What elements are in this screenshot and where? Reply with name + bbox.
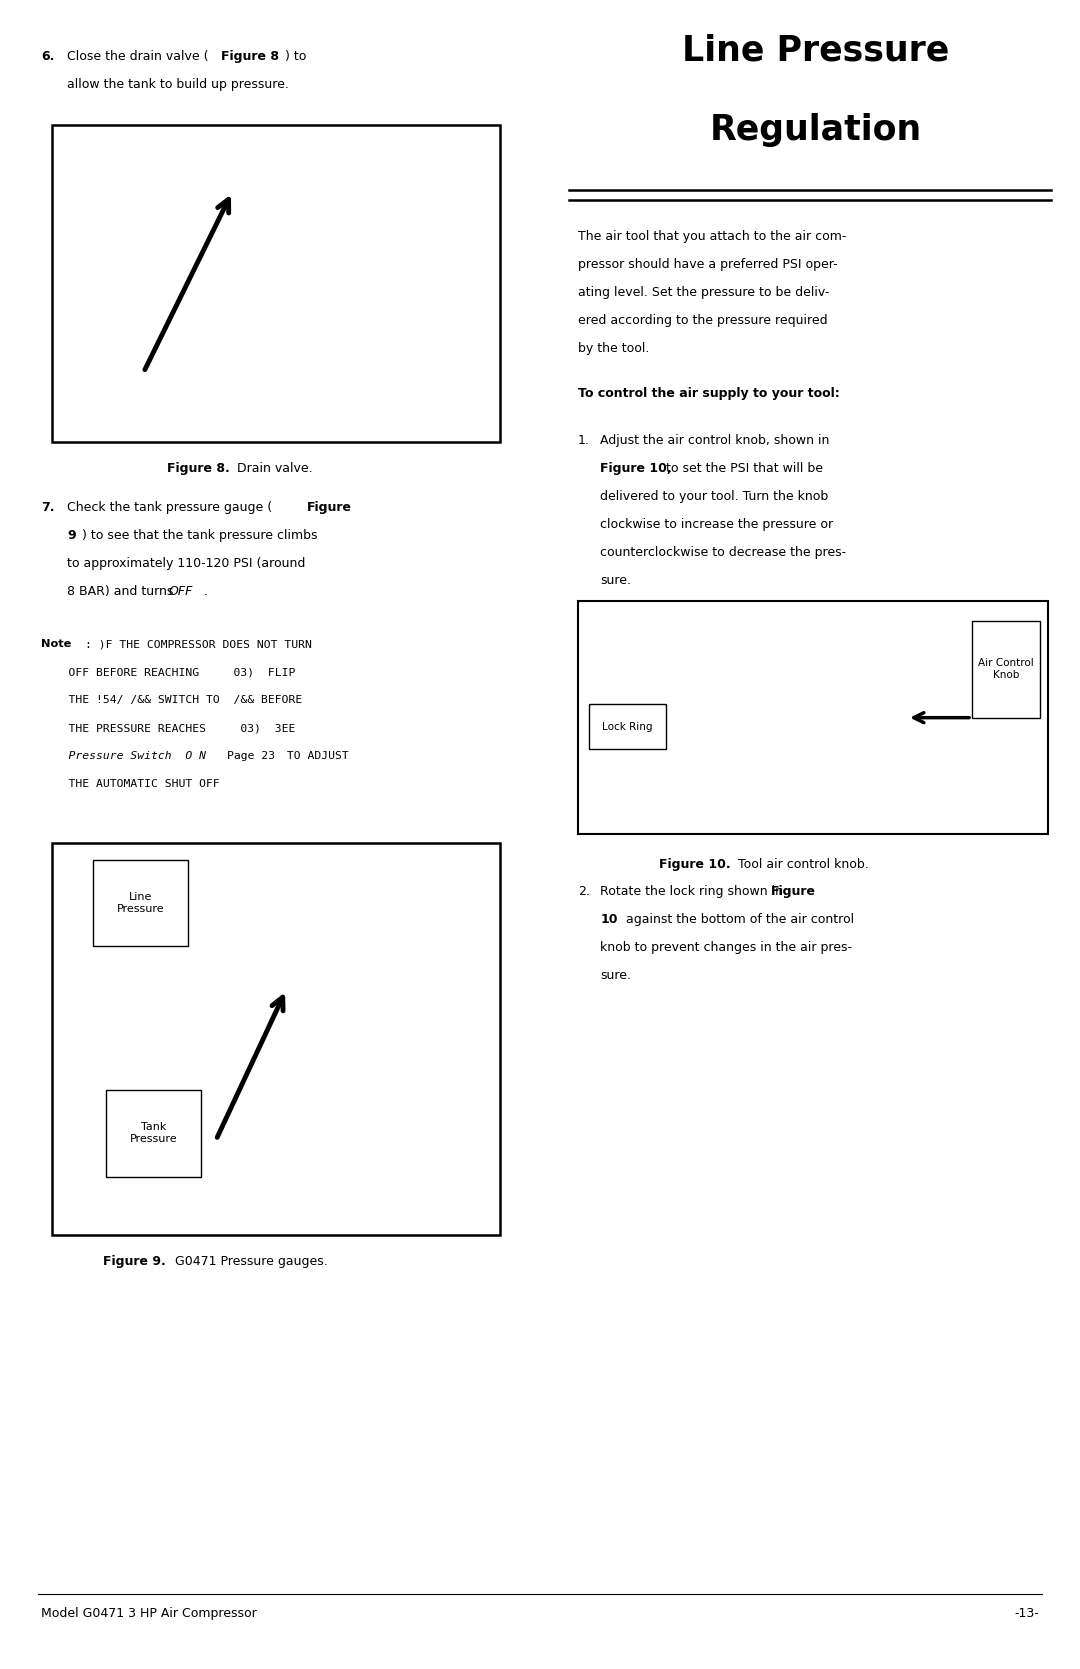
Text: Page 23: Page 23: [227, 751, 275, 761]
Text: by the tool.: by the tool.: [578, 342, 649, 355]
Text: pressor should have a preferred PSI oper-: pressor should have a preferred PSI oper…: [578, 259, 837, 272]
Text: Figure: Figure: [307, 501, 352, 514]
Text: : )F THE COMPRESSOR DOES NOT TURN: : )F THE COMPRESSOR DOES NOT TURN: [85, 639, 312, 649]
Text: 6.: 6.: [41, 50, 54, 63]
Text: ered according to the pressure required: ered according to the pressure required: [578, 314, 827, 327]
Text: OFF BEFORE REACHING     03)  FLIP: OFF BEFORE REACHING 03) FLIP: [41, 668, 296, 678]
Bar: [52, 125, 500, 442]
Text: Drain valve.: Drain valve.: [233, 462, 313, 476]
Text: THE !54/ /&& SWITCH TO  /&& BEFORE: THE !54/ /&& SWITCH TO /&& BEFORE: [41, 696, 302, 706]
Text: Line Pressure: Line Pressure: [681, 33, 949, 67]
Text: G0471 Pressure gauges.: G0471 Pressure gauges.: [171, 1255, 327, 1268]
Text: OFF: OFF: [168, 584, 193, 598]
Text: Adjust the air control knob, shown in: Adjust the air control knob, shown in: [600, 434, 829, 447]
Text: ating level. Set the pressure to be deliv-: ating level. Set the pressure to be deli…: [578, 287, 829, 299]
Text: against the bottom of the air control: against the bottom of the air control: [622, 913, 854, 926]
Text: Regulation: Regulation: [710, 113, 921, 147]
Bar: [52, 843, 500, 1235]
Text: Tool air control knob.: Tool air control knob.: [734, 858, 869, 871]
Text: .: .: [204, 584, 208, 598]
Text: 9: 9: [67, 529, 76, 542]
Text: Note: Note: [41, 639, 71, 649]
Text: 1.: 1.: [578, 434, 590, 447]
Text: 10: 10: [600, 913, 618, 926]
Text: 2.: 2.: [578, 885, 590, 898]
Text: Rotate the lock ring shown in: Rotate the lock ring shown in: [600, 885, 787, 898]
Text: Figure 10.: Figure 10.: [659, 858, 730, 871]
Text: Tank
Pressure: Tank Pressure: [130, 1123, 177, 1143]
Text: Figure 8.: Figure 8.: [167, 462, 230, 476]
Text: Air Control
Knob: Air Control Knob: [978, 659, 1034, 679]
Text: Figure 8: Figure 8: [221, 50, 280, 63]
Text: The air tool that you attach to the air com-: The air tool that you attach to the air …: [578, 230, 846, 244]
Text: 8 BAR) and turns: 8 BAR) and turns: [67, 584, 177, 598]
Text: knob to prevent changes in the air pres-: knob to prevent changes in the air pres-: [600, 941, 852, 953]
Text: Figure 10,: Figure 10,: [600, 462, 672, 476]
Text: to approximately 110-120 PSI (around: to approximately 110-120 PSI (around: [67, 557, 306, 569]
Bar: [106, 1090, 201, 1177]
Text: Close the drain valve (: Close the drain valve (: [67, 50, 208, 63]
Text: Model G0471 3 HP Air Compressor: Model G0471 3 HP Air Compressor: [41, 1607, 257, 1621]
Bar: [578, 601, 1048, 834]
Text: counterclockwise to decrease the pres-: counterclockwise to decrease the pres-: [600, 546, 847, 559]
Text: Check the tank pressure gauge (: Check the tank pressure gauge (: [67, 501, 272, 514]
Text: allow the tank to build up pressure.: allow the tank to build up pressure.: [67, 78, 288, 92]
Text: To control the air supply to your tool:: To control the air supply to your tool:: [578, 387, 839, 401]
Text: -13-: -13-: [1014, 1607, 1039, 1621]
Text: to set the PSI that will be: to set the PSI that will be: [662, 462, 823, 476]
Text: Pressure Switch  O N: Pressure Switch O N: [41, 751, 206, 761]
Text: delivered to your tool. Turn the knob: delivered to your tool. Turn the knob: [600, 491, 828, 502]
Bar: [93, 860, 188, 946]
Text: Figure 9.: Figure 9.: [103, 1255, 165, 1268]
Text: ) to: ) to: [285, 50, 307, 63]
Text: Figure: Figure: [771, 885, 816, 898]
Text: sure.: sure.: [600, 574, 632, 587]
Text: THE PRESSURE REACHES     03)  3EE: THE PRESSURE REACHES 03) 3EE: [41, 723, 296, 733]
Text: Line
Pressure: Line Pressure: [117, 893, 164, 913]
Text: sure.: sure.: [600, 968, 632, 981]
Bar: [589, 704, 666, 749]
Text: clockwise to increase the pressure or: clockwise to increase the pressure or: [600, 517, 834, 531]
Bar: [972, 621, 1040, 718]
Text: ) to see that the tank pressure climbs: ) to see that the tank pressure climbs: [82, 529, 318, 542]
Text: 7.: 7.: [41, 501, 54, 514]
Text: Lock Ring: Lock Ring: [603, 723, 652, 731]
Text: TO ADJUST: TO ADJUST: [280, 751, 349, 761]
Text: THE AUTOMATIC SHUT OFF: THE AUTOMATIC SHUT OFF: [41, 779, 220, 789]
